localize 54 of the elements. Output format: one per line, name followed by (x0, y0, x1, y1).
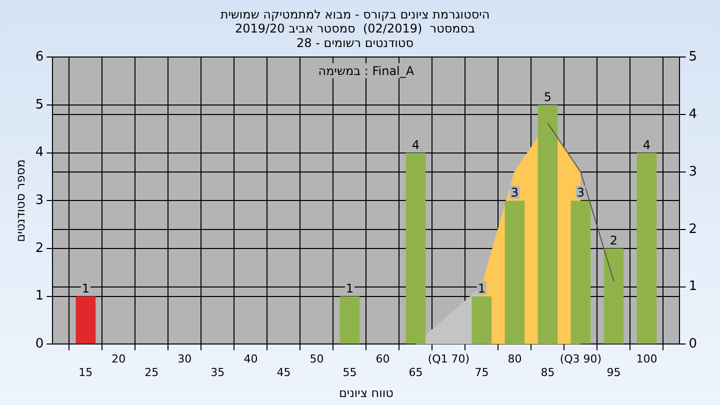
x-tick-label: 85 (540, 366, 555, 379)
y2-tick-label: 0 (688, 336, 698, 352)
bar (340, 296, 360, 344)
data-label: 4 (412, 138, 420, 152)
x-tick-label: 20 (112, 352, 126, 366)
data-label: 3 (510, 186, 519, 200)
bar (538, 105, 558, 344)
chart-subtitle: בסמסטר (02/2019) סמסטר אביב 2019/20 סטודנטים רשומים - 28 (234, 22, 476, 50)
x-tick-label: 35 (210, 366, 225, 379)
x-tick-label: 60 (376, 352, 390, 366)
y-tick-label: 4 (35, 145, 44, 160)
y2-tick-label: 2 (688, 222, 698, 237)
y-tick-label: 5 (35, 97, 44, 112)
annotation: במשימה : Final_A (318, 64, 415, 78)
y-tick-label: 3 (35, 193, 44, 208)
x-tick-label: 95 (606, 366, 621, 379)
x-tick-label: 50 (310, 352, 324, 366)
x-tick-label: 40 (244, 352, 258, 366)
bar (504, 200, 525, 344)
x-tick-label: (Q3 90) (560, 352, 602, 366)
y2-tick-label: 1 (688, 279, 698, 294)
y2-tick-label: 5 (688, 50, 698, 65)
x-tick-label: 80 (508, 352, 522, 366)
x-tick-label: 100 (636, 352, 658, 366)
y-tick-label: 1 (35, 288, 44, 304)
x-tick-label: 15 (78, 366, 93, 379)
y2-tick-label: 3 (688, 164, 698, 180)
y-tick-label: 0 (35, 336, 44, 352)
bar (604, 248, 624, 344)
data-label: 3 (576, 186, 585, 200)
chart-title: היסטוגרמת ציונים בקורס - מבוא למתמטיקה שמושית (220, 7, 490, 22)
bar (406, 152, 426, 344)
x-tick-label: 75 (474, 366, 489, 379)
x-axis-title: טווח ציונים (338, 386, 394, 400)
x-tick-label: 65 (408, 366, 423, 379)
bar (76, 296, 96, 344)
y-tick-label: 2 (35, 240, 44, 256)
x-tick-label: 30 (178, 352, 192, 366)
y-tick-label: 6 (35, 50, 44, 65)
data-label: 1 (478, 281, 486, 296)
y-axis-title: מספר סטודנטים (13, 159, 28, 242)
data-label: 4 (642, 138, 651, 152)
x-tick-label: (Q1 70) (428, 352, 470, 366)
data-label: 5 (544, 90, 552, 104)
bar (570, 200, 591, 344)
data-label: 1 (82, 281, 90, 296)
data-label: 1 (346, 281, 354, 296)
y2-tick-label: 4 (688, 106, 698, 122)
bar (472, 296, 492, 344)
data-label: 2 (610, 234, 618, 248)
x-tick-label: 45 (276, 366, 291, 379)
bar (636, 152, 657, 344)
x-tick-label: 55 (342, 366, 357, 379)
x-tick-label: 25 (144, 366, 159, 379)
